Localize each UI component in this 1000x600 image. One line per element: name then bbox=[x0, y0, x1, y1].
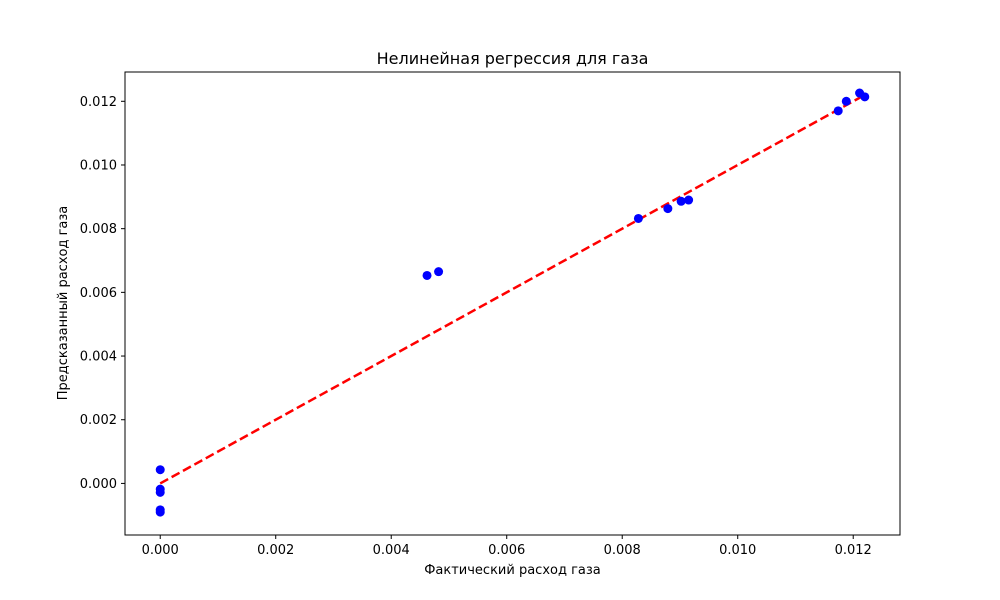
data-point bbox=[841, 96, 851, 106]
y-tick-label: 0.002 bbox=[80, 413, 117, 428]
regression-line bbox=[159, 93, 866, 485]
data-point bbox=[663, 204, 673, 214]
axes: 0.000 0.002 0.004 0.006 0.008 0.010 0.012 0.000… bbox=[80, 71, 901, 558]
data-point bbox=[155, 487, 165, 497]
chart-title: Нелинейная регрессия для газа bbox=[377, 49, 649, 68]
x-tick-label: 0.006 bbox=[488, 543, 525, 558]
y-tick-label: 0.000 bbox=[80, 477, 117, 492]
data-point bbox=[434, 267, 444, 277]
y-tick-label: 0.004 bbox=[80, 350, 117, 365]
data-point bbox=[833, 106, 843, 116]
plot-frame bbox=[124, 71, 901, 536]
y-tick-label: 0.012 bbox=[80, 95, 117, 110]
x-tick-label: 0.008 bbox=[604, 543, 641, 558]
data-point bbox=[633, 213, 643, 223]
x-tick-label: 0.004 bbox=[373, 543, 410, 558]
data-point bbox=[676, 196, 686, 206]
data-point bbox=[422, 270, 432, 280]
plot-area bbox=[155, 88, 870, 517]
y-tick-label: 0.008 bbox=[80, 222, 117, 237]
y-axis-title: Предсказанный расход газа bbox=[56, 206, 71, 401]
x-axis-title: Фактический расход газа bbox=[424, 563, 601, 578]
data-point bbox=[155, 507, 165, 517]
x-tick-label: 0.000 bbox=[142, 543, 179, 558]
data-point bbox=[860, 92, 870, 102]
data-point bbox=[684, 195, 694, 205]
x-tick-label: 0.010 bbox=[719, 543, 756, 558]
x-tick-label: 0.002 bbox=[257, 543, 294, 558]
y-tick-label: 0.006 bbox=[80, 286, 117, 301]
x-tick-label: 0.012 bbox=[835, 543, 872, 558]
data-point bbox=[155, 465, 165, 475]
y-tick-label: 0.010 bbox=[80, 158, 117, 173]
